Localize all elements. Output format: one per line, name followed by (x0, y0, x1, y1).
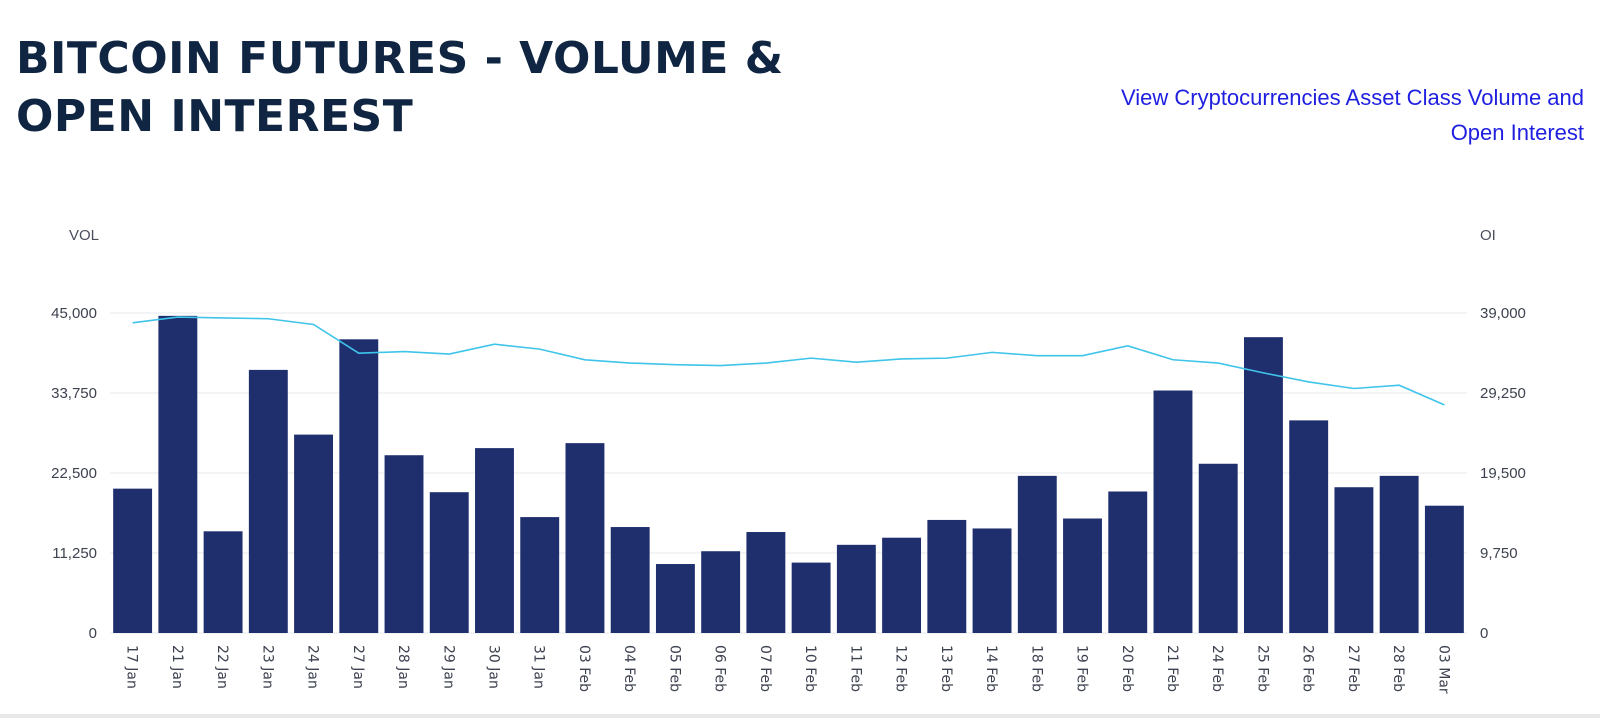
x-tick-label: 28 Feb (1390, 645, 1406, 692)
volume-bar (294, 434, 334, 633)
x-tick-label: 24 Jan (305, 645, 321, 689)
volume-bar (1243, 337, 1283, 633)
left-tick-label: 11,250 (52, 545, 97, 562)
volume-bar (791, 562, 831, 633)
volume-bars (113, 315, 1464, 633)
x-tick-label: 23 Jan (259, 645, 275, 689)
x-tick-label: 30 Jan (485, 645, 501, 689)
x-tick-label: 10 Feb (802, 645, 818, 692)
x-tick-label: 17 Jan (124, 645, 140, 689)
volume-bar (1289, 420, 1329, 633)
volume-bar (520, 517, 560, 633)
x-tick-label: 06 Feb (712, 645, 728, 692)
right-tick-label: 29,250 (1480, 385, 1526, 402)
x-tick-label: 31 Jan (531, 645, 547, 689)
volume-bar (610, 527, 650, 633)
volume-bar (1063, 518, 1102, 633)
volume-bar (1334, 487, 1374, 633)
x-tick-label: 25 Feb (1254, 645, 1270, 692)
volume-bar (972, 528, 1012, 633)
x-tick-label: 29 Jan (440, 645, 456, 689)
volume-bar (1017, 475, 1057, 633)
volume-bar (1108, 491, 1148, 633)
volume-bar (701, 551, 741, 633)
volume-bar (339, 339, 379, 633)
x-tick-label: 27 Feb (1345, 645, 1361, 692)
x-tick-label: 03 Feb (576, 645, 592, 692)
chart-axes: VOL OI 0 11,250 22,500 33,750 45,000 0 9,750 19… (51, 227, 1526, 694)
volume-bar (927, 519, 967, 633)
left-tick-label: 22,500 (51, 465, 97, 482)
volume-bar (1198, 463, 1238, 633)
x-tick-label: 18 Feb (1028, 645, 1044, 692)
x-tick-label: 13 Feb (938, 645, 954, 692)
right-axis-label: OI (1480, 227, 1496, 244)
x-tick-label: 20 Feb (1119, 645, 1135, 692)
x-tick-label: 21 Jan (169, 645, 185, 689)
x-tick-label: 04 Feb (621, 645, 637, 692)
right-tick-label: 9,750 (1480, 545, 1518, 562)
volume-bar (384, 455, 424, 633)
x-tick-label: 28 Jan (395, 645, 411, 689)
open-interest-line (132, 316, 1445, 406)
x-tick-label: 27 Jan (350, 645, 366, 689)
volume-bar (1379, 475, 1419, 633)
x-tick-label: 26 Feb (1300, 645, 1316, 692)
x-tick-label: 05 Feb (666, 645, 682, 692)
left-tick-label: 45,000 (51, 305, 97, 322)
volume-bar (429, 492, 469, 633)
x-tick-label: 21 Feb (1164, 645, 1180, 692)
volume-bar (113, 488, 153, 633)
page-title: BITCOIN FUTURES - VOLUME & OPEN INTEREST (16, 33, 784, 142)
volume-bar (655, 564, 695, 633)
x-tick-label: 24 Feb (1209, 645, 1225, 692)
x-tick-label: 14 Feb (983, 645, 999, 692)
volume-bar (158, 315, 198, 633)
right-tick-label: 19,500 (1480, 465, 1526, 482)
x-tick-label: 07 Feb (757, 645, 773, 692)
x-tick-label: 22 Jan (214, 645, 230, 689)
volume-bar (565, 443, 605, 633)
bottom-divider (0, 714, 1600, 718)
left-tick-label: 33,750 (51, 385, 97, 402)
volume-bar (746, 532, 786, 633)
volume-open-interest-chart: VOL OI 0 11,250 22,500 33,750 45,000 0 9,750 19… (51, 227, 1526, 694)
x-tick-label: 11 Feb (847, 645, 863, 692)
volume-bar (203, 531, 243, 633)
chart-grid (110, 312, 1467, 634)
right-tick-label: 39,000 (1480, 305, 1526, 322)
volume-bar (882, 537, 922, 633)
x-tick-label: 03 Mar (1435, 645, 1451, 694)
volume-bar (836, 544, 876, 633)
right-tick-label: 0 (1480, 625, 1488, 642)
volume-bar (1424, 505, 1464, 633)
volume-bar (248, 369, 288, 633)
volume-bar (1153, 390, 1193, 633)
asset-class-volume-link[interactable]: View Cryptocurrencies Asset Class Volume… (1120, 85, 1584, 145)
open-interest-polyline (132, 316, 1445, 406)
left-axis-label: VOL (69, 227, 99, 244)
x-tick-label: 12 Feb (893, 645, 909, 692)
volume-bar (475, 448, 514, 633)
left-tick-label: 0 (89, 625, 97, 642)
x-tick-label: 19 Feb (1074, 645, 1090, 692)
